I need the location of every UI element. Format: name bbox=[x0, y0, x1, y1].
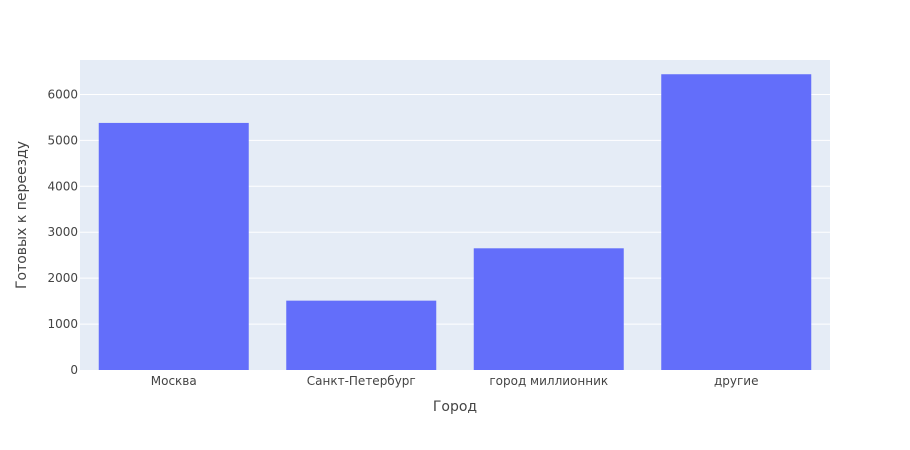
y-tick-label: 0 bbox=[70, 363, 78, 377]
y-tick-label: 5000 bbox=[47, 133, 78, 147]
y-tick-label: 1000 bbox=[47, 317, 78, 331]
y-axis-ticks: 0 1000 2000 3000 4000 5000 6000 bbox=[47, 87, 78, 377]
bar bbox=[98, 122, 249, 370]
y-tick-label: 6000 bbox=[47, 87, 78, 101]
x-axis-title: Город bbox=[433, 399, 477, 415]
bar bbox=[473, 248, 624, 370]
bars bbox=[98, 74, 812, 371]
x-tick-label: другие bbox=[714, 374, 759, 388]
x-axis-ticks: Москва Санкт-Петербург город миллионник дру… bbox=[151, 374, 759, 388]
y-axis-title: Готовых к переезду bbox=[14, 141, 30, 289]
x-tick-label: Москва bbox=[151, 374, 197, 388]
bar bbox=[661, 74, 812, 371]
y-tick-label: 4000 bbox=[47, 179, 78, 193]
y-tick-label: 2000 bbox=[47, 271, 78, 285]
x-tick-label: город миллионник bbox=[489, 374, 608, 388]
bar bbox=[286, 300, 437, 370]
x-tick-label: Санкт-Петербург bbox=[307, 374, 416, 388]
y-tick-label: 3000 bbox=[47, 225, 78, 239]
